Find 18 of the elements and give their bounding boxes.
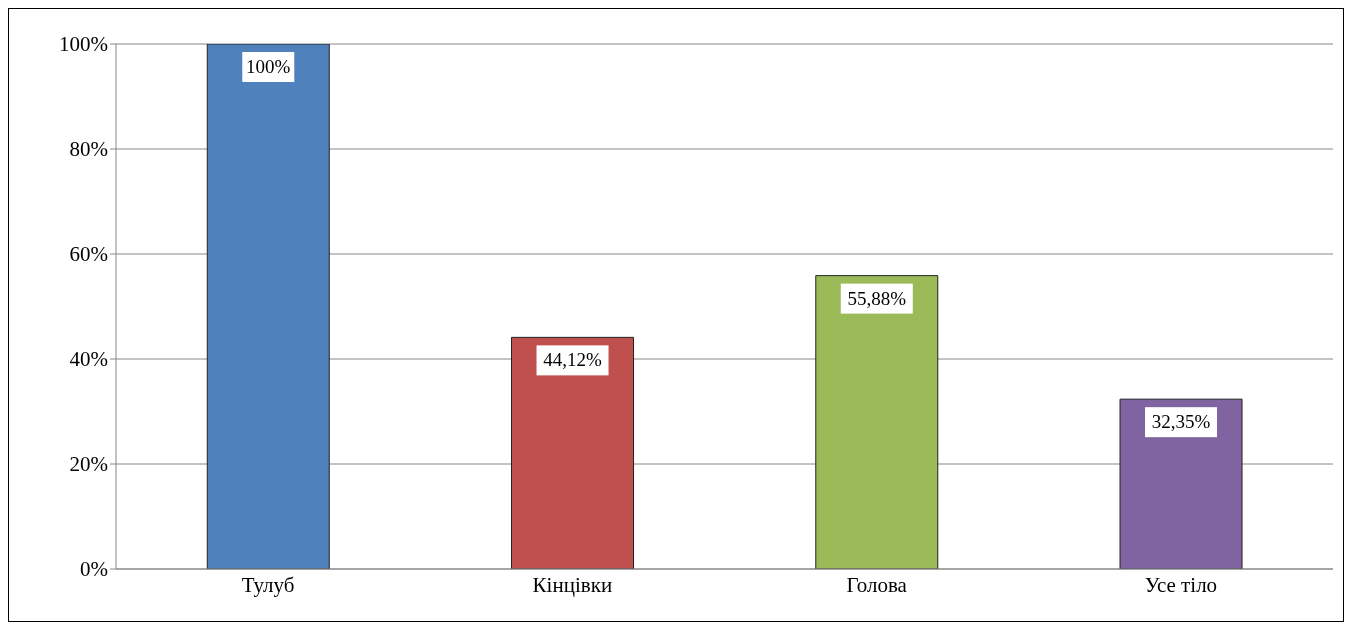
bar	[206, 44, 330, 569]
bar	[1119, 398, 1243, 569]
x-tick-label: Кінцівки	[532, 572, 613, 597]
bar	[815, 275, 939, 569]
y-tick-label: 100%	[59, 32, 108, 57]
data-label: 100%	[246, 56, 291, 77]
bar	[511, 336, 635, 569]
y-tick-label: 80%	[69, 137, 108, 162]
x-tick-label: Тулуб	[241, 572, 295, 597]
data-label: 44,12%	[543, 349, 602, 371]
data-label: 55,88%	[847, 287, 907, 309]
y-tick-label: 60%	[69, 242, 108, 267]
data-label: 32,35%	[1151, 411, 1211, 433]
y-tick-label: 20%	[69, 452, 108, 477]
x-tick-label: Усе тіло	[1144, 572, 1218, 597]
y-tick-label: 0%	[80, 557, 108, 582]
x-tick-label: Голова	[846, 572, 908, 597]
y-tick-label: 40%	[69, 347, 108, 372]
